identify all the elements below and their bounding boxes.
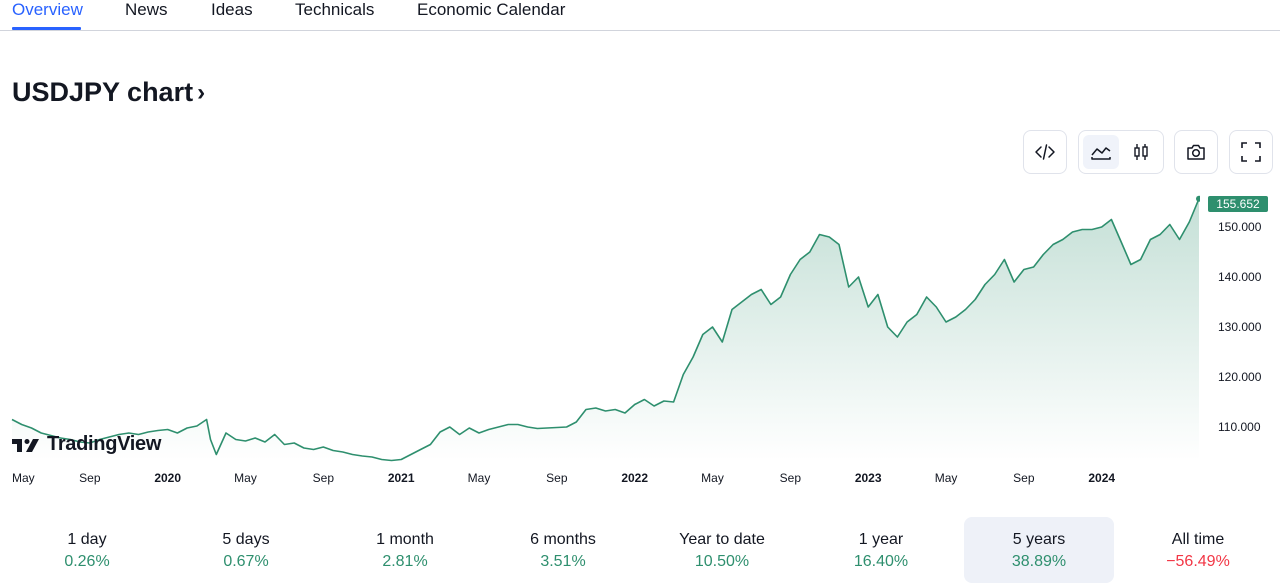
- x-tick-label: May: [12, 471, 35, 485]
- period-change-value: 10.50%: [694, 553, 750, 570]
- period-label: Year to date: [679, 531, 765, 548]
- chart-type-toggle: [1078, 130, 1164, 174]
- y-tick-label: 150.000: [1218, 220, 1262, 234]
- line-chart-button[interactable]: [1083, 135, 1119, 169]
- chart-title-link[interactable]: USDJPY chart ›: [12, 76, 205, 110]
- fullscreen-icon: [1241, 142, 1261, 162]
- tab-technicals[interactable]: Technicals: [295, 0, 375, 19]
- tab-overview[interactable]: Overview: [12, 0, 83, 19]
- tab-bar: Overview News Ideas Technicals Economic …: [0, 0, 1280, 31]
- x-tick-label: 2022: [621, 471, 649, 485]
- tab-news[interactable]: News: [125, 0, 168, 19]
- x-tick-label: May: [934, 471, 958, 485]
- y-tick-label: 120.000: [1218, 370, 1262, 384]
- period-5-days[interactable]: 5 days 0.67%: [171, 517, 321, 583]
- period-change-value: 0.26%: [64, 553, 110, 570]
- x-tick-label: 2021: [387, 471, 415, 485]
- embed-button[interactable]: [1023, 130, 1067, 174]
- line-chart-icon: [1091, 147, 1111, 160]
- period-5-years[interactable]: 5 years 38.89%: [964, 517, 1114, 583]
- x-tick-label: 2023: [854, 471, 882, 485]
- period-change-value: 38.89%: [1011, 553, 1067, 570]
- x-tick-label: Sep: [779, 471, 802, 485]
- chevron-right-icon: ›: [197, 79, 206, 106]
- x-tick-label: 2024: [1088, 471, 1116, 485]
- period-label: 1 month: [376, 531, 434, 548]
- period-label: 5 years: [1012, 531, 1066, 548]
- active-tab-indicator: [12, 27, 81, 30]
- period-change-value: −56.49%: [1166, 553, 1230, 570]
- snapshot-button[interactable]: [1174, 130, 1218, 174]
- camera-icon: [1187, 144, 1205, 160]
- last-price-badge: 155.652: [1208, 196, 1268, 212]
- period-1-month[interactable]: 1 month 2.81%: [330, 517, 480, 583]
- period-label: 6 months: [530, 531, 596, 548]
- x-tick-label: May: [234, 471, 257, 485]
- period-label: 1 day: [67, 531, 107, 548]
- period-change-value: 0.67%: [223, 553, 269, 570]
- period-6-months[interactable]: 6 months 3.51%: [488, 517, 638, 583]
- tradingview-logo-text: TradingView: [47, 433, 162, 455]
- x-tick-label: Sep: [1013, 471, 1035, 485]
- period-change-value: 3.51%: [540, 553, 586, 570]
- period-1-day[interactable]: 1 day 0.26%: [12, 517, 162, 583]
- page-title: USDJPY chart: [12, 77, 194, 107]
- price-chart[interactable]: [0, 190, 1200, 465]
- period-all-time[interactable]: All time −56.49%: [1123, 517, 1273, 583]
- x-tick-label: 2020: [154, 471, 182, 485]
- period-label: 5 days: [222, 531, 270, 548]
- last-price-dot: [1196, 195, 1200, 202]
- tradingview-logo[interactable]: TradingView: [12, 433, 161, 456]
- period-1-year[interactable]: 1 year 16.40%: [806, 517, 956, 583]
- embed-icon: [1035, 144, 1055, 160]
- candles-button[interactable]: [1123, 135, 1159, 169]
- price-area-fill: [12, 198, 1199, 461]
- fullscreen-button[interactable]: [1229, 130, 1273, 174]
- x-tick-label: May: [701, 471, 724, 485]
- tab-economic-calendar[interactable]: Economic Calendar: [417, 0, 566, 19]
- x-tick-label: Sep: [546, 471, 568, 485]
- price-line: [11, 198, 1200, 462]
- candles-icon: [1134, 144, 1148, 160]
- x-tick-label: May: [467, 471, 491, 485]
- period-change-value: 2.81%: [382, 553, 428, 570]
- period-change-value: 16.40%: [853, 553, 909, 570]
- y-tick-label: 130.000: [1218, 320, 1262, 334]
- x-tick-label: Sep: [312, 471, 335, 485]
- tradingview-logo-icon: [12, 438, 39, 452]
- tab-ideas[interactable]: Ideas: [211, 0, 253, 19]
- period-year-to-date[interactable]: Year to date 10.50%: [647, 517, 797, 583]
- x-tick-label: Sep: [79, 471, 101, 485]
- y-tick-label: 140.000: [1218, 270, 1262, 284]
- period-label: All time: [1171, 531, 1225, 548]
- y-tick-label: 110.000: [1218, 420, 1261, 434]
- period-label: 1 year: [858, 531, 904, 548]
